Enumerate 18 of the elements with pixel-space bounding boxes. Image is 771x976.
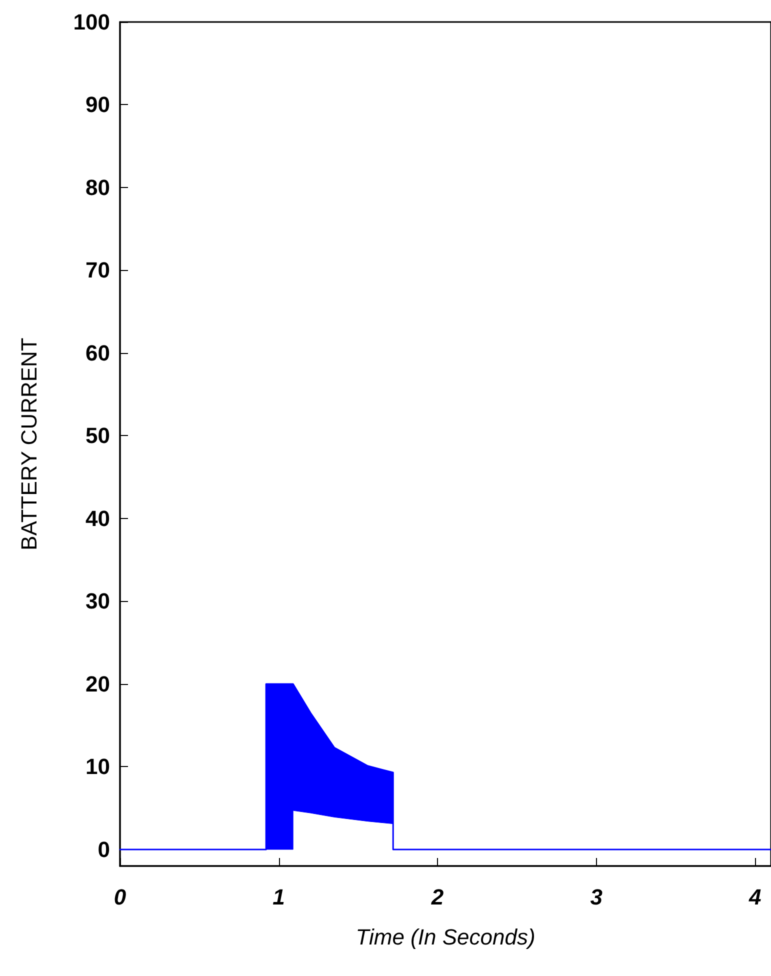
y-tick-label: 60 [86, 340, 110, 366]
x-tick-label: 3 [590, 884, 602, 910]
y-tick-label: 100 [73, 10, 110, 34]
y-tick-label: 20 [86, 671, 110, 696]
x-axis-title: Time (In Seconds) [356, 924, 536, 950]
y-tick-label: 30 [86, 588, 110, 614]
x-tick-label: 2 [430, 884, 444, 910]
y-tick-label: 90 [86, 92, 110, 118]
y-tick-label: 0 [98, 836, 110, 862]
y-tick-label: 40 [86, 506, 110, 531]
x-tick-label: 1 [272, 884, 285, 910]
x-tick-label: 4 [748, 884, 762, 910]
y-tick-label: 10 [86, 754, 110, 780]
y-tick-label: 80 [86, 174, 110, 200]
y-tick-label: 50 [86, 423, 110, 448]
y-tick-label: 70 [86, 258, 110, 283]
x-tick-label: 0 [114, 884, 127, 910]
y-axis-title: BATTERY CURRENT [16, 338, 42, 550]
